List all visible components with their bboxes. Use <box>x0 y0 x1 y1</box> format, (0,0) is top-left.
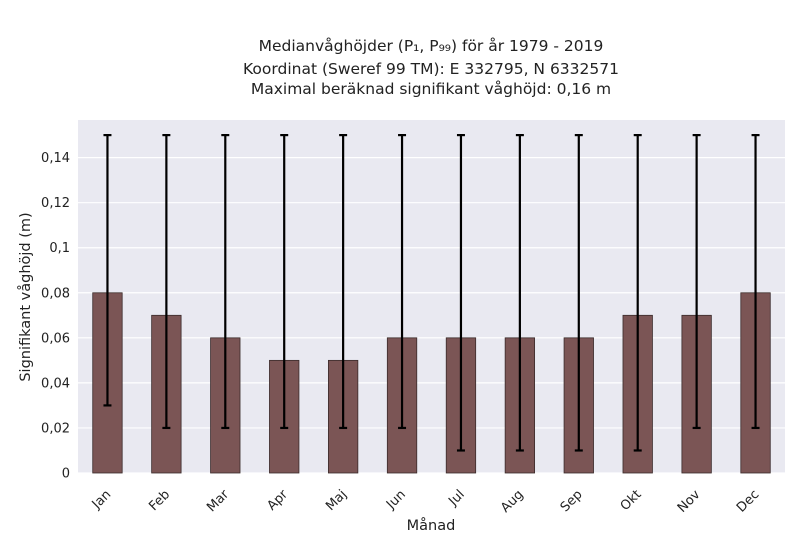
y-tick-label: 0,04 <box>41 376 70 391</box>
x-tick-label: Jul <box>445 487 467 509</box>
error-bar <box>751 133 760 430</box>
x-tick-label: Jan <box>89 487 114 512</box>
y-tick-label: 0 <box>62 467 70 482</box>
y-tick-label: 0,06 <box>41 331 70 346</box>
x-tick-label: Maj <box>323 487 350 514</box>
error-bar <box>398 133 407 430</box>
error-bar <box>339 133 348 430</box>
y-tick-label: 0,02 <box>41 421 70 436</box>
chart-title-line-2: Koordinat (Sweref 99 TM): E 332795, N 63… <box>243 60 619 78</box>
chart-title-line-1: Medianvåghöjder (P₁, P₉₉) för år 1979 - … <box>259 37 604 55</box>
x-tick-label: Feb <box>146 487 173 514</box>
x-axis-label: Månad <box>407 517 456 534</box>
x-tick-label: Dec <box>734 487 762 515</box>
error-bar <box>515 133 524 452</box>
error-bar <box>221 133 230 430</box>
y-tick-label: 0,14 <box>41 151 70 166</box>
y-tick-label: 0,12 <box>41 196 70 211</box>
x-tick-label: Nov <box>675 487 704 516</box>
chart-title-line-3: Maximal beräknad signifikant våghöjd: 0,… <box>251 80 611 98</box>
x-tick-label: Okt <box>618 487 645 514</box>
error-bar <box>280 133 289 430</box>
x-tick-label: Aug <box>498 487 527 516</box>
y-axis-ticks: 0 0,02 0,04 0,06 0,08 0,1 0,12 0,14 <box>41 151 70 481</box>
x-tick-label: Mar <box>204 487 232 515</box>
error-bars <box>103 133 760 452</box>
x-tick-label: Jun <box>383 487 409 513</box>
y-tick-label: 0,08 <box>41 286 70 301</box>
error-bar <box>633 133 642 452</box>
error-bar <box>574 133 583 452</box>
error-bar <box>692 133 701 430</box>
x-tick-label: Apr <box>265 487 292 514</box>
error-bar <box>456 133 465 452</box>
y-tick-label: 0,1 <box>49 241 70 256</box>
plot-area <box>78 120 785 473</box>
error-bar <box>162 133 171 430</box>
x-axis-ticks: Jan Feb Mar Apr Maj Jun Jul Aug Sep Okt Nov Dec <box>89 487 763 516</box>
grid-lines <box>78 157 785 474</box>
x-tick-label: Sep <box>558 487 586 515</box>
y-axis-label: Signifikant våghöjd (m) <box>17 212 34 381</box>
error-bar <box>103 133 112 407</box>
